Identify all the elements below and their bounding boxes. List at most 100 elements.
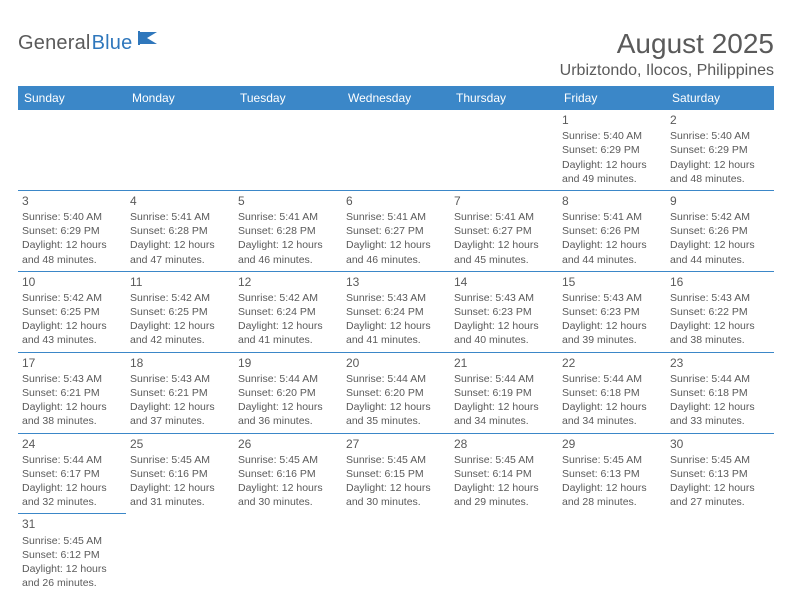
day-number: 16	[670, 274, 770, 290]
day-info-line: Sunrise: 5:42 AM	[130, 291, 230, 305]
day-info-line: and 34 minutes.	[454, 414, 554, 428]
day-number: 10	[22, 274, 122, 290]
day-info-line: and 26 minutes.	[22, 576, 122, 590]
day-number: 28	[454, 436, 554, 452]
calendar-day-cell	[234, 514, 342, 594]
day-info-line: and 41 minutes.	[238, 333, 338, 347]
day-info-line: Sunrise: 5:40 AM	[22, 210, 122, 224]
day-info-line: Sunset: 6:27 PM	[346, 224, 446, 238]
day-info-line: Sunset: 6:28 PM	[130, 224, 230, 238]
day-info-line: and 32 minutes.	[22, 495, 122, 509]
day-number: 8	[562, 193, 662, 209]
day-info-line: and 29 minutes.	[454, 495, 554, 509]
calendar-day-cell: 2Sunrise: 5:40 AMSunset: 6:29 PMDaylight…	[666, 110, 774, 190]
day-info-line: Sunset: 6:18 PM	[562, 386, 662, 400]
day-info-line: Sunset: 6:16 PM	[130, 467, 230, 481]
calendar-day-cell: 19Sunrise: 5:44 AMSunset: 6:20 PMDayligh…	[234, 352, 342, 433]
day-info-line: Sunset: 6:18 PM	[670, 386, 770, 400]
calendar-day-cell: 27Sunrise: 5:45 AMSunset: 6:15 PMDayligh…	[342, 433, 450, 514]
day-number: 22	[562, 355, 662, 371]
day-info-line: and 30 minutes.	[238, 495, 338, 509]
day-number: 29	[562, 436, 662, 452]
day-info-line: Sunset: 6:26 PM	[562, 224, 662, 238]
day-info-line: Sunset: 6:23 PM	[562, 305, 662, 319]
day-info-line: and 48 minutes.	[670, 172, 770, 186]
day-info-line: and 38 minutes.	[670, 333, 770, 347]
day-info-line: Daylight: 12 hours	[670, 481, 770, 495]
day-info-line: Sunrise: 5:44 AM	[454, 372, 554, 386]
calendar-day-cell	[666, 514, 774, 594]
calendar-day-cell	[126, 110, 234, 190]
day-info-line: Sunrise: 5:45 AM	[454, 453, 554, 467]
day-info-line: Sunrise: 5:44 AM	[562, 372, 662, 386]
day-number: 14	[454, 274, 554, 290]
day-info-line: and 42 minutes.	[130, 333, 230, 347]
calendar-day-cell	[558, 514, 666, 594]
day-info-line: Sunrise: 5:40 AM	[670, 129, 770, 143]
day-info-line: Daylight: 12 hours	[562, 481, 662, 495]
day-info-line: Daylight: 12 hours	[454, 400, 554, 414]
calendar-day-cell: 11Sunrise: 5:42 AMSunset: 6:25 PMDayligh…	[126, 271, 234, 352]
day-info-line: and 36 minutes.	[238, 414, 338, 428]
day-info-line: Daylight: 12 hours	[130, 400, 230, 414]
calendar-day-cell: 31Sunrise: 5:45 AMSunset: 6:12 PMDayligh…	[18, 514, 126, 594]
brand-part1: General	[18, 32, 91, 55]
brand-logo: General Blue	[18, 28, 159, 55]
day-info-line: Sunrise: 5:41 AM	[238, 210, 338, 224]
calendar-day-cell: 16Sunrise: 5:43 AMSunset: 6:22 PMDayligh…	[666, 271, 774, 352]
day-number: 1	[562, 112, 662, 128]
day-info-line: Sunrise: 5:43 AM	[130, 372, 230, 386]
day-info-line: Daylight: 12 hours	[22, 400, 122, 414]
day-info-line: Daylight: 12 hours	[346, 481, 446, 495]
day-number: 12	[238, 274, 338, 290]
calendar-day-cell: 23Sunrise: 5:44 AMSunset: 6:18 PMDayligh…	[666, 352, 774, 433]
day-info-line: Sunrise: 5:44 AM	[238, 372, 338, 386]
calendar-week-row: 10Sunrise: 5:42 AMSunset: 6:25 PMDayligh…	[18, 271, 774, 352]
day-info-line: Sunrise: 5:41 AM	[130, 210, 230, 224]
calendar-day-cell: 26Sunrise: 5:45 AMSunset: 6:16 PMDayligh…	[234, 433, 342, 514]
day-info-line: and 49 minutes.	[562, 172, 662, 186]
weekday-header: Saturday	[666, 86, 774, 110]
weekday-header: Thursday	[450, 86, 558, 110]
calendar-day-cell	[18, 110, 126, 190]
weekday-header: Sunday	[18, 86, 126, 110]
calendar-day-cell: 30Sunrise: 5:45 AMSunset: 6:13 PMDayligh…	[666, 433, 774, 514]
day-info-line: Daylight: 12 hours	[454, 319, 554, 333]
day-info-line: Sunset: 6:28 PM	[238, 224, 338, 238]
day-info-line: and 34 minutes.	[562, 414, 662, 428]
day-number: 24	[22, 436, 122, 452]
header: General Blue August 2025 Urbiztondo, Ilo…	[18, 28, 774, 80]
day-info-line: Daylight: 12 hours	[22, 238, 122, 252]
day-info-line: Sunset: 6:13 PM	[562, 467, 662, 481]
calendar-day-cell: 22Sunrise: 5:44 AMSunset: 6:18 PMDayligh…	[558, 352, 666, 433]
day-info-line: and 35 minutes.	[346, 414, 446, 428]
weekday-header: Monday	[126, 86, 234, 110]
day-number: 2	[670, 112, 770, 128]
day-info-line: Sunset: 6:29 PM	[22, 224, 122, 238]
day-number: 6	[346, 193, 446, 209]
day-info-line: and 45 minutes.	[454, 253, 554, 267]
calendar-day-cell: 29Sunrise: 5:45 AMSunset: 6:13 PMDayligh…	[558, 433, 666, 514]
day-info-line: Daylight: 12 hours	[130, 238, 230, 252]
calendar-day-cell: 8Sunrise: 5:41 AMSunset: 6:26 PMDaylight…	[558, 190, 666, 271]
day-number: 31	[22, 516, 122, 532]
day-info-line: Daylight: 12 hours	[562, 319, 662, 333]
title-block: August 2025 Urbiztondo, Ilocos, Philippi…	[560, 28, 774, 80]
calendar-day-cell: 4Sunrise: 5:41 AMSunset: 6:28 PMDaylight…	[126, 190, 234, 271]
calendar-day-cell: 17Sunrise: 5:43 AMSunset: 6:21 PMDayligh…	[18, 352, 126, 433]
day-info-line: Daylight: 12 hours	[238, 319, 338, 333]
day-number: 7	[454, 193, 554, 209]
day-info-line: Sunrise: 5:43 AM	[454, 291, 554, 305]
flag-icon	[137, 30, 159, 51]
day-info-line: and 30 minutes.	[346, 495, 446, 509]
day-info-line: Daylight: 12 hours	[22, 319, 122, 333]
day-number: 11	[130, 274, 230, 290]
calendar-day-cell: 20Sunrise: 5:44 AMSunset: 6:20 PMDayligh…	[342, 352, 450, 433]
day-info-line: and 44 minutes.	[562, 253, 662, 267]
day-info-line: Sunset: 6:24 PM	[238, 305, 338, 319]
day-info-line: and 39 minutes.	[562, 333, 662, 347]
day-info-line: Daylight: 12 hours	[670, 158, 770, 172]
day-info-line: Daylight: 12 hours	[238, 238, 338, 252]
day-info-line: Sunset: 6:22 PM	[670, 305, 770, 319]
day-info-line: Sunrise: 5:41 AM	[562, 210, 662, 224]
